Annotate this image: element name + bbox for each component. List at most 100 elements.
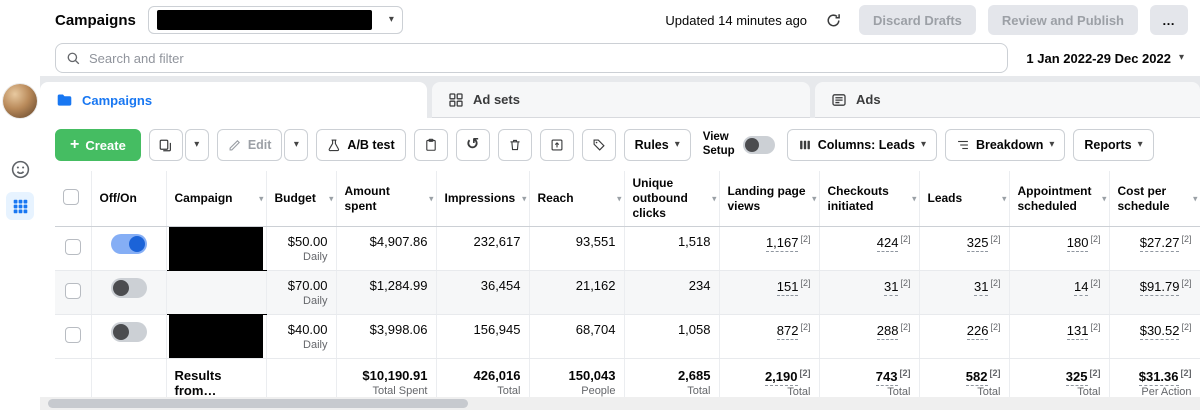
sort-caret-icon[interactable]: ▾ bbox=[521, 192, 527, 203]
col-header-appointment-scheduled[interactable]: Appointment scheduled ▾ bbox=[1009, 171, 1110, 227]
impressions-cell: 36,454 bbox=[436, 270, 530, 315]
smiley-icon[interactable] bbox=[9, 158, 31, 180]
horizontal-scrollbar[interactable] bbox=[40, 397, 1200, 410]
refresh-button[interactable] bbox=[819, 6, 847, 34]
redacted-account-name bbox=[156, 10, 372, 30]
edit-label: Edit bbox=[247, 138, 272, 152]
sort-caret-icon[interactable]: ▾ bbox=[711, 192, 717, 203]
col-header-campaign[interactable]: Campaign ▾ bbox=[166, 171, 267, 227]
ab-test-button[interactable]: A/B test bbox=[316, 129, 406, 161]
col-header-unique-outbound-clicks[interactable]: Unique outbound clicks ▾ bbox=[624, 171, 720, 227]
account-selector[interactable]: ▾ bbox=[147, 6, 403, 34]
columns-icon bbox=[799, 140, 810, 150]
delete-button[interactable] bbox=[497, 129, 532, 161]
row-checkbox[interactable] bbox=[64, 283, 81, 299]
duplicate-icon bbox=[159, 139, 172, 151]
columns-button[interactable]: Columns: Leads ▾ bbox=[786, 129, 937, 161]
leads-cell: 226 [2] bbox=[919, 314, 1010, 359]
sort-caret-icon[interactable]: ▾ bbox=[1192, 192, 1198, 203]
export-button[interactable] bbox=[539, 129, 574, 161]
clipboard-button[interactable] bbox=[413, 129, 448, 161]
col-header-landing-page-views[interactable]: Landing page views ▾ bbox=[719, 171, 820, 227]
row-checkbox[interactable] bbox=[64, 239, 81, 255]
create-label: Create bbox=[85, 137, 126, 153]
date-range-selector[interactable]: 1 Jan 2022-29 Dec 2022 ▾ bbox=[1026, 51, 1188, 66]
row-checkbox[interactable] bbox=[64, 327, 81, 343]
chevron-down-icon: ▾ bbox=[1178, 52, 1184, 63]
campaign-toggle[interactable] bbox=[110, 234, 147, 254]
col-header-checkouts-initiated[interactable]: Checkouts initiated ▾ bbox=[819, 171, 920, 227]
duplicate-options-button[interactable]: ▾ bbox=[184, 129, 209, 161]
sort-caret-icon[interactable]: ▾ bbox=[1101, 192, 1107, 203]
col-header-amount-spent[interactable]: Amount spent ▾ bbox=[336, 171, 437, 227]
topbar: Campaigns ▾ Updated 14 minutes ago Disca… bbox=[40, 0, 1200, 40]
tab-ad-sets[interactable]: Ad sets bbox=[432, 82, 810, 118]
view-setup-toggle[interactable] bbox=[742, 136, 775, 154]
campaign-toggle[interactable] bbox=[110, 322, 147, 342]
refresh-icon bbox=[827, 13, 840, 26]
table-row: $50.00 Daily $4,907.86 232,617 93,551 1,5… bbox=[55, 226, 1200, 271]
chevron-down-icon: ▾ bbox=[920, 139, 926, 150]
tag-button[interactable] bbox=[581, 129, 616, 161]
sort-caret-icon[interactable]: ▾ bbox=[1001, 192, 1007, 203]
more-button[interactable]: … bbox=[1150, 5, 1188, 35]
col-header-budget[interactable]: Budget ▾ bbox=[266, 171, 337, 227]
appointment-scheduled-cell: 180 [2] bbox=[1009, 226, 1110, 271]
level-tabs: Campaigns Ad sets Ads bbox=[40, 76, 1200, 118]
tab-campaigns[interactable]: Campaigns bbox=[40, 82, 427, 118]
col-header-leads[interactable]: Leads ▾ bbox=[919, 171, 1010, 227]
undo-button[interactable]: ↺ bbox=[455, 129, 490, 161]
cost-per-schedule-cell: $91.79 [2] bbox=[1109, 270, 1200, 315]
breakdown-button[interactable]: Breakdown ▾ bbox=[944, 129, 1066, 161]
search-input[interactable] bbox=[89, 50, 998, 66]
sort-caret-icon[interactable]: ▾ bbox=[811, 192, 817, 203]
unique-outbound-clicks-cell: 1,058 bbox=[624, 314, 720, 359]
sort-caret-icon[interactable]: ▾ bbox=[328, 192, 334, 203]
chevron-down-icon: ▾ bbox=[1137, 139, 1143, 150]
campaigns-table: Off/On Campaign ▾ Budget ▾ Amount spent ▾ I… bbox=[55, 171, 1200, 409]
view-setup-control[interactable]: View Setup bbox=[703, 131, 775, 159]
reports-label: Reports bbox=[1084, 138, 1132, 152]
sort-caret-icon[interactable]: ▾ bbox=[616, 192, 622, 203]
col-header-reach[interactable]: Reach ▾ bbox=[529, 171, 625, 227]
amount-spent-cell: $3,998.06 bbox=[336, 314, 437, 359]
trash-icon bbox=[510, 139, 520, 151]
scrollbar-thumb[interactable] bbox=[48, 399, 468, 408]
checkouts-initiated-cell: 288 [2] bbox=[819, 314, 920, 359]
select-all-checkbox[interactable] bbox=[63, 188, 79, 205]
edit-button[interactable]: Edit bbox=[216, 129, 283, 161]
checkouts-initiated-cell: 31 [2] bbox=[819, 270, 920, 315]
chevron-down-icon: ▾ bbox=[388, 14, 394, 25]
col-header-impressions[interactable]: Impressions ▾ bbox=[436, 171, 530, 227]
landing-page-views-cell: 1,167 [2] bbox=[719, 226, 820, 271]
sort-caret-icon[interactable]: ▾ bbox=[428, 192, 434, 203]
reach-cell: 21,162 bbox=[529, 270, 625, 315]
ads-manager-nav-icon[interactable] bbox=[6, 192, 34, 220]
main-area: Campaigns ▾ Updated 14 minutes ago Disca… bbox=[40, 0, 1200, 410]
duplicate-button[interactable] bbox=[148, 129, 183, 161]
col-header-cost-per-schedule[interactable]: Cost per schedule ▾ bbox=[1109, 171, 1200, 227]
filter-bar: 1 Jan 2022-29 Dec 2022 ▾ bbox=[40, 40, 1200, 76]
app-sidebar bbox=[0, 0, 40, 410]
review-publish-button[interactable]: Review and Publish bbox=[987, 5, 1138, 35]
sort-caret-icon[interactable]: ▾ bbox=[258, 192, 264, 203]
budget-cell: $50.00 Daily bbox=[266, 226, 337, 271]
search-box[interactable] bbox=[55, 43, 1009, 73]
rules-button[interactable]: Rules ▾ bbox=[623, 129, 691, 161]
reports-button[interactable]: Reports ▾ bbox=[1073, 129, 1154, 161]
campaign-toggle[interactable] bbox=[110, 278, 147, 298]
discard-drafts-button[interactable]: Discard Drafts bbox=[859, 5, 976, 35]
create-button[interactable]: + Create bbox=[55, 129, 141, 161]
avatar[interactable] bbox=[3, 84, 37, 118]
tab-ads[interactable]: Ads bbox=[815, 82, 1200, 118]
amount-spent-cell: $1,284.99 bbox=[336, 270, 437, 315]
cost-per-schedule-cell: $30.52 [2] bbox=[1109, 314, 1200, 359]
ad-sets-icon bbox=[449, 92, 463, 107]
tag-icon bbox=[593, 139, 605, 151]
redacted-campaign-name[interactable] bbox=[166, 226, 267, 271]
date-range-label: 1 Jan 2022-29 Dec 2022 bbox=[1026, 50, 1171, 66]
sort-caret-icon[interactable]: ▾ bbox=[911, 192, 917, 203]
edit-options-button[interactable]: ▾ bbox=[284, 129, 309, 161]
redacted-campaign-name[interactable] bbox=[166, 314, 267, 359]
redacted-campaign-name[interactable] bbox=[166, 270, 267, 315]
